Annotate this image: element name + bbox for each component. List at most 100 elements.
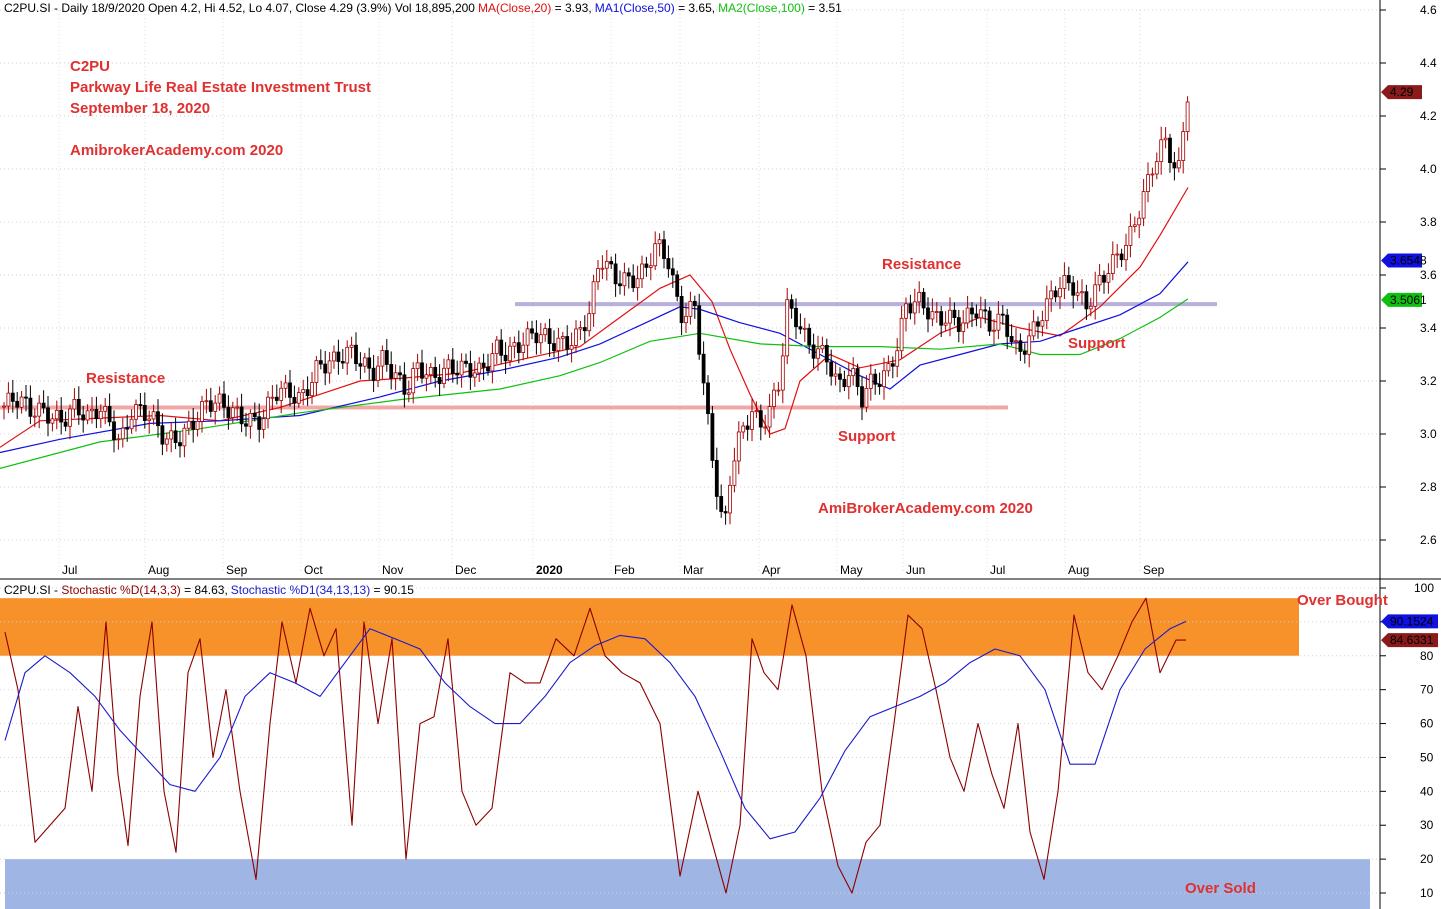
price-tick-label-9: 4.4 bbox=[1420, 56, 1437, 70]
overbought-band bbox=[0, 598, 1299, 656]
candle-body bbox=[191, 420, 196, 430]
candle-body bbox=[1115, 253, 1120, 256]
candle-body bbox=[543, 328, 548, 336]
candle-body bbox=[415, 362, 420, 369]
candle-body bbox=[1066, 275, 1071, 284]
price-tag-0 bbox=[1381, 85, 1422, 100]
candle-body bbox=[50, 418, 55, 424]
stoch-tag-1 bbox=[1381, 633, 1438, 648]
candle-body bbox=[1119, 253, 1124, 261]
price-tick-label-3: 3.2 bbox=[1420, 374, 1437, 388]
month-label-4: Nov bbox=[382, 563, 403, 577]
candle-body bbox=[767, 406, 772, 428]
candle-body bbox=[772, 389, 776, 407]
candle-body bbox=[864, 387, 869, 408]
candle-body bbox=[728, 484, 732, 514]
candle-body bbox=[226, 406, 231, 418]
candle-body bbox=[741, 425, 746, 433]
stoch-line-1 bbox=[4, 620, 1187, 840]
stoch-d-legend: Stochastic %D(14,3,3) bbox=[61, 583, 180, 597]
candle-body bbox=[732, 460, 737, 486]
candle-body bbox=[301, 389, 306, 394]
candle-body bbox=[1154, 161, 1159, 175]
candle-body bbox=[754, 410, 759, 413]
candle-body bbox=[274, 396, 279, 401]
candle-body bbox=[24, 396, 28, 399]
candle-body bbox=[371, 367, 376, 381]
candle-body bbox=[336, 351, 341, 362]
price-tag-1 bbox=[1381, 253, 1422, 268]
stoch-d1-value: = 90.15 bbox=[370, 583, 414, 597]
candle-body bbox=[59, 409, 64, 423]
candle-body bbox=[1027, 335, 1032, 355]
candle-body bbox=[1093, 284, 1098, 307]
candle-body bbox=[926, 307, 930, 320]
candle-body bbox=[855, 368, 860, 388]
candle-body bbox=[939, 311, 944, 326]
candle-body bbox=[1132, 224, 1137, 227]
candle-body bbox=[424, 374, 429, 379]
candle-body bbox=[631, 275, 636, 289]
candle-body bbox=[1106, 273, 1111, 283]
candle-body bbox=[98, 410, 103, 420]
candle-body bbox=[662, 239, 666, 259]
candle-body bbox=[811, 344, 816, 359]
candle-body bbox=[252, 413, 257, 418]
candle-body bbox=[85, 410, 90, 421]
stoch-tag-text-0: 90.1524 bbox=[1390, 614, 1434, 628]
candle-body bbox=[574, 328, 578, 346]
candle-body bbox=[323, 363, 328, 374]
candle-body bbox=[428, 366, 433, 376]
month-label-5: Dec bbox=[455, 563, 476, 577]
price-tick-label-0: 2.6 bbox=[1420, 533, 1437, 547]
candle-body bbox=[538, 334, 543, 344]
price-tick-label-1: 2.8 bbox=[1420, 480, 1437, 494]
candle-body bbox=[992, 329, 996, 332]
candle-body bbox=[1053, 290, 1058, 298]
candle-body bbox=[125, 427, 130, 430]
candle-body bbox=[72, 398, 77, 410]
candle-body bbox=[450, 359, 455, 374]
candle-body bbox=[961, 322, 966, 332]
stoch-tick-label-5: 60 bbox=[1420, 717, 1434, 731]
candle-body bbox=[684, 315, 688, 324]
candle-body bbox=[1150, 173, 1155, 176]
candle-body bbox=[934, 311, 939, 313]
candle-body bbox=[996, 313, 1001, 331]
candle-body bbox=[318, 360, 323, 365]
candle-body bbox=[446, 359, 451, 369]
candle-body bbox=[305, 389, 310, 397]
candle-body bbox=[406, 392, 411, 395]
candle-body bbox=[1075, 292, 1080, 296]
month-label-3: Oct bbox=[304, 563, 323, 577]
candle-body bbox=[116, 438, 121, 441]
candle-body bbox=[706, 382, 710, 414]
candle-body bbox=[820, 344, 825, 350]
candle-body bbox=[763, 426, 768, 429]
candle-body bbox=[908, 303, 913, 314]
candle-body bbox=[380, 350, 385, 367]
candle-body bbox=[296, 392, 301, 404]
candle-body bbox=[10, 392, 15, 402]
ma20-value: = 3.93, bbox=[551, 1, 591, 15]
candle-body bbox=[904, 303, 908, 319]
candle-body bbox=[886, 363, 891, 372]
month-label-11: Jun bbox=[906, 563, 925, 577]
candle-body bbox=[921, 291, 926, 309]
stochastic-axis: 102030405060708090100 bbox=[1380, 581, 1434, 900]
candle-body bbox=[389, 364, 394, 379]
candle-body bbox=[965, 307, 970, 324]
candle-body bbox=[270, 396, 275, 399]
candle-body bbox=[833, 373, 838, 377]
candle-body bbox=[983, 309, 988, 312]
candle-body bbox=[204, 400, 209, 403]
candle-body bbox=[987, 310, 992, 332]
ma100-value: = 3.51 bbox=[805, 1, 842, 15]
candle-body bbox=[657, 239, 662, 245]
candle-body bbox=[578, 327, 583, 330]
candle-body bbox=[912, 301, 917, 314]
candle-body bbox=[411, 368, 416, 394]
candle-body bbox=[1110, 254, 1115, 274]
stoch-tick-label-4: 50 bbox=[1420, 750, 1434, 764]
candle-body bbox=[776, 389, 781, 392]
